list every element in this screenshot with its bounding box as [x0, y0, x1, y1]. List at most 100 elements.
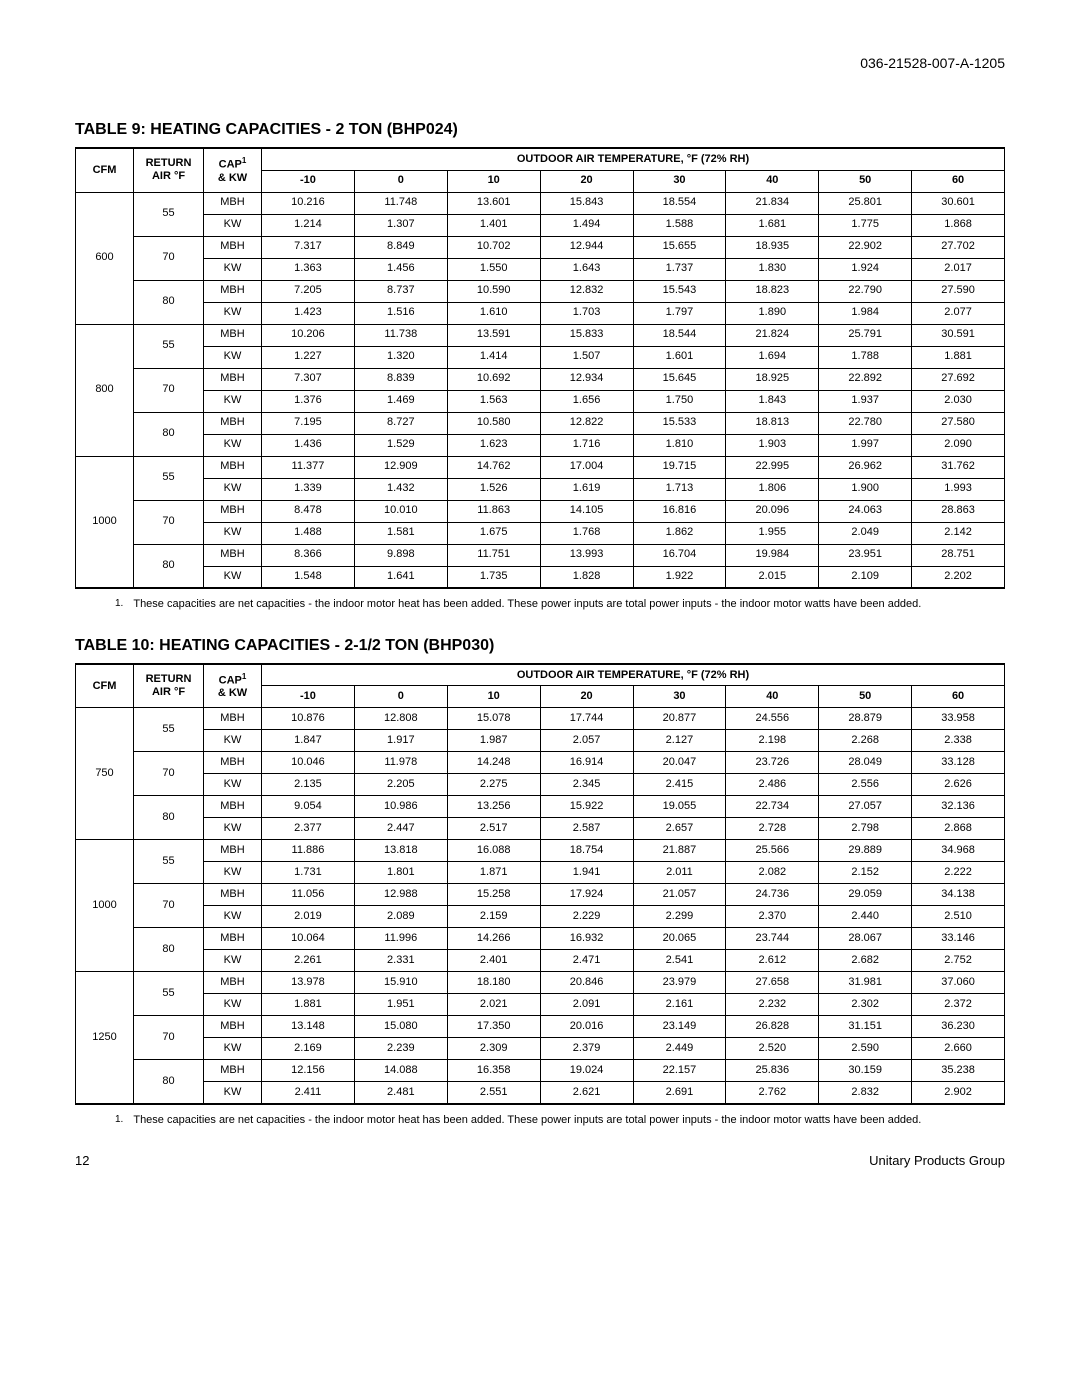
- metric-cell: KW: [204, 950, 262, 972]
- value-cell: 20.877: [633, 708, 726, 730]
- return-air-cell: 80: [134, 412, 204, 456]
- metric-cell: KW: [204, 478, 262, 500]
- value-cell: 2.520: [726, 1038, 819, 1060]
- header-return: RETURNAIR °F: [134, 664, 204, 708]
- value-cell: 2.202: [912, 566, 1005, 588]
- value-cell: 11.996: [354, 928, 447, 950]
- metric-cell: KW: [204, 258, 262, 280]
- return-air-cell: 80: [134, 796, 204, 840]
- value-cell: 7.205: [262, 280, 355, 302]
- value-cell: 1.563: [447, 390, 540, 412]
- value-cell: 10.876: [262, 708, 355, 730]
- value-cell: 1.507: [540, 346, 633, 368]
- return-air-cell: 80: [134, 544, 204, 588]
- value-cell: 20.065: [633, 928, 726, 950]
- header-temp: 10: [447, 170, 540, 192]
- value-cell: 16.704: [633, 544, 726, 566]
- value-cell: 1.924: [819, 258, 912, 280]
- value-cell: 2.657: [633, 818, 726, 840]
- value-cell: 23.951: [819, 544, 912, 566]
- value-cell: 2.728: [726, 818, 819, 840]
- value-cell: 18.823: [726, 280, 819, 302]
- metric-cell: KW: [204, 390, 262, 412]
- header-temp: -10: [262, 686, 355, 708]
- metric-cell: MBH: [204, 324, 262, 346]
- value-cell: 8.839: [354, 368, 447, 390]
- value-cell: 36.230: [912, 1016, 1005, 1038]
- footnote: 1.These capacities are net capacities - …: [115, 597, 1005, 612]
- table-row: KW1.5481.6411.7351.8281.9222.0152.1092.2…: [76, 566, 1005, 588]
- value-cell: 1.997: [819, 434, 912, 456]
- value-cell: 13.256: [447, 796, 540, 818]
- value-cell: 22.790: [819, 280, 912, 302]
- value-cell: 1.456: [354, 258, 447, 280]
- metric-cell: MBH: [204, 840, 262, 862]
- document-id: 036-21528-007-A-1205: [75, 55, 1005, 71]
- metric-cell: KW: [204, 862, 262, 884]
- value-cell: 1.307: [354, 214, 447, 236]
- table-row: 125055MBH13.97815.91018.18020.84623.9792…: [76, 972, 1005, 994]
- value-cell: 1.716: [540, 434, 633, 456]
- table-row: 100055MBH11.37712.90914.76217.00419.7152…: [76, 456, 1005, 478]
- value-cell: 1.641: [354, 566, 447, 588]
- value-cell: 28.751: [912, 544, 1005, 566]
- value-cell: 1.828: [540, 566, 633, 588]
- value-cell: 7.317: [262, 236, 355, 258]
- value-cell: 1.320: [354, 346, 447, 368]
- value-cell: 1.984: [819, 302, 912, 324]
- header-temp: 20: [540, 170, 633, 192]
- value-cell: 29.889: [819, 840, 912, 862]
- value-cell: 1.401: [447, 214, 540, 236]
- header-temp: 60: [912, 686, 1005, 708]
- value-cell: 17.004: [540, 456, 633, 478]
- value-cell: 33.128: [912, 752, 1005, 774]
- value-cell: 2.401: [447, 950, 540, 972]
- value-cell: 2.682: [819, 950, 912, 972]
- table-row: KW1.2271.3201.4141.5071.6011.6941.7881.8…: [76, 346, 1005, 368]
- value-cell: 13.601: [447, 192, 540, 214]
- value-cell: 1.526: [447, 478, 540, 500]
- value-cell: 13.993: [540, 544, 633, 566]
- value-cell: 2.345: [540, 774, 633, 796]
- value-cell: 22.157: [633, 1060, 726, 1082]
- value-cell: 32.136: [912, 796, 1005, 818]
- value-cell: 2.752: [912, 950, 1005, 972]
- value-cell: 2.411: [262, 1082, 355, 1104]
- return-air-cell: 55: [134, 972, 204, 1016]
- value-cell: 27.580: [912, 412, 1005, 434]
- value-cell: 1.862: [633, 522, 726, 544]
- value-cell: 12.988: [354, 884, 447, 906]
- value-cell: 15.843: [540, 192, 633, 214]
- value-cell: 34.968: [912, 840, 1005, 862]
- value-cell: 2.239: [354, 1038, 447, 1060]
- metric-cell: MBH: [204, 192, 262, 214]
- value-cell: 1.900: [819, 478, 912, 500]
- value-cell: 10.064: [262, 928, 355, 950]
- value-cell: 27.590: [912, 280, 1005, 302]
- value-cell: 30.591: [912, 324, 1005, 346]
- value-cell: 2.152: [819, 862, 912, 884]
- value-cell: 26.962: [819, 456, 912, 478]
- value-cell: 24.063: [819, 500, 912, 522]
- value-cell: 12.934: [540, 368, 633, 390]
- value-cell: 1.548: [262, 566, 355, 588]
- value-cell: 18.813: [726, 412, 819, 434]
- return-air-cell: 55: [134, 456, 204, 500]
- value-cell: 2.302: [819, 994, 912, 1016]
- value-cell: 28.863: [912, 500, 1005, 522]
- return-air-cell: 70: [134, 884, 204, 928]
- value-cell: 1.735: [447, 566, 540, 588]
- value-cell: 15.078: [447, 708, 540, 730]
- value-cell: 7.307: [262, 368, 355, 390]
- value-cell: 2.030: [912, 390, 1005, 412]
- value-cell: 2.077: [912, 302, 1005, 324]
- page-footer: 12 Unitary Products Group: [75, 1153, 1005, 1168]
- metric-cell: MBH: [204, 796, 262, 818]
- value-cell: 11.377: [262, 456, 355, 478]
- value-cell: 30.159: [819, 1060, 912, 1082]
- value-cell: 2.868: [912, 818, 1005, 840]
- value-cell: 19.055: [633, 796, 726, 818]
- metric-cell: KW: [204, 566, 262, 588]
- table-row: KW1.3391.4321.5261.6191.7131.8061.9001.9…: [76, 478, 1005, 500]
- value-cell: 2.832: [819, 1082, 912, 1104]
